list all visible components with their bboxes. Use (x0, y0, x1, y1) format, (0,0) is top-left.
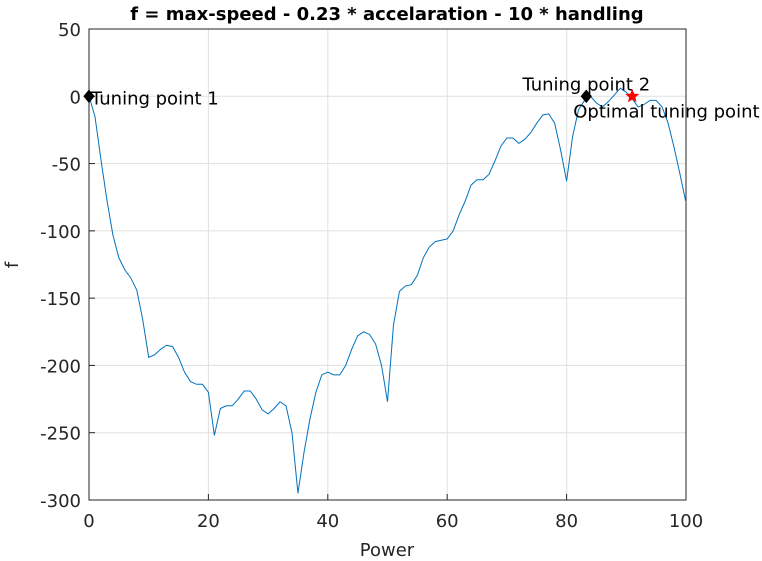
x-tick-label: 100 (669, 511, 703, 532)
y-tick-label: -100 (40, 222, 81, 243)
point-label: Tuning point 2 (521, 74, 650, 95)
x-axis-label: Power (360, 540, 415, 561)
x-tick-label: 60 (436, 511, 459, 532)
plot-frame (88, 28, 687, 501)
x-tick-label: 20 (197, 511, 220, 532)
y-tick-label: -300 (40, 491, 81, 512)
y-tick-label: -50 (52, 155, 81, 176)
point-marker (625, 88, 640, 103)
x-tick-label: 0 (83, 511, 94, 532)
y-tick-label: -200 (40, 356, 81, 377)
y-tick-label: 0 (70, 87, 81, 108)
x-tick-label: 40 (316, 511, 339, 532)
point-marker (580, 89, 592, 104)
x-tick-label: 80 (555, 511, 578, 532)
point-label: Optimal tuning point (573, 101, 759, 122)
chart-title: f = max-speed - 0.23 * accelaration - 10… (130, 4, 643, 25)
point-marker (83, 89, 95, 104)
y-tick-label: 50 (58, 20, 81, 41)
y-axis-label: f (2, 261, 23, 268)
y-tick-label: -250 (40, 424, 81, 445)
point-label: Tuning point 1 (90, 88, 219, 109)
y-tick-label: -150 (40, 289, 81, 310)
